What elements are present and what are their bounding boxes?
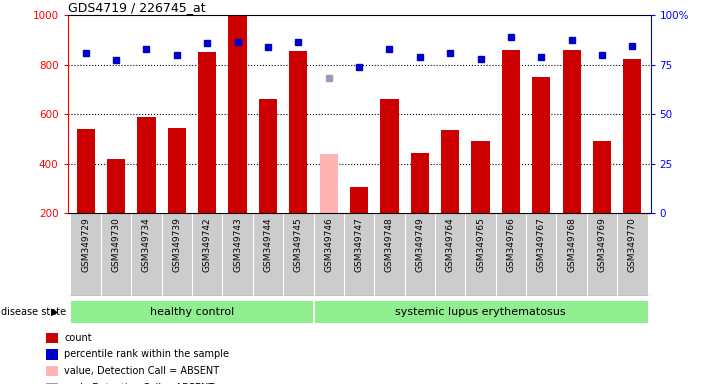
Text: GSM349749: GSM349749 [415, 217, 424, 272]
Text: ▶: ▶ [50, 307, 58, 317]
Bar [562, 50, 581, 213]
Text: rank, Detection Call = ABSENT: rank, Detection Call = ABSENT [64, 383, 214, 384]
Bar [46, 383, 58, 384]
Bar [259, 99, 277, 213]
Bar [228, 15, 247, 213]
Bar [314, 301, 648, 323]
Text: GSM349767: GSM349767 [537, 217, 546, 272]
Text: GSM349770: GSM349770 [628, 217, 637, 272]
Text: GSM349764: GSM349764 [446, 217, 454, 272]
Text: GSM349769: GSM349769 [597, 217, 606, 272]
Bar [46, 366, 58, 376]
Text: GDS4719 / 226745_at: GDS4719 / 226745_at [68, 1, 205, 14]
Bar [319, 154, 338, 213]
Text: GSM349745: GSM349745 [294, 217, 303, 272]
Text: GSM349747: GSM349747 [355, 217, 363, 272]
Bar [70, 301, 314, 323]
Text: GSM349744: GSM349744 [264, 217, 272, 272]
Text: GSM349734: GSM349734 [142, 217, 151, 272]
Text: value, Detection Call = ABSENT: value, Detection Call = ABSENT [64, 366, 219, 376]
Bar [168, 128, 186, 213]
Text: GSM349746: GSM349746 [324, 217, 333, 272]
Bar [441, 130, 459, 213]
Text: GSM349768: GSM349768 [567, 217, 576, 272]
Bar [107, 159, 125, 213]
Bar [624, 59, 641, 213]
Bar [46, 333, 58, 343]
Bar [46, 349, 58, 359]
Text: GSM349743: GSM349743 [233, 217, 242, 272]
Bar [198, 53, 216, 213]
Bar [137, 117, 156, 213]
Bar [380, 99, 399, 213]
Text: GSM349739: GSM349739 [172, 217, 181, 272]
Bar [502, 50, 520, 213]
Text: GSM349766: GSM349766 [506, 217, 515, 272]
Text: GSM349742: GSM349742 [203, 217, 212, 272]
Bar [411, 152, 429, 213]
Text: disease state: disease state [1, 307, 66, 317]
Text: healthy control: healthy control [150, 306, 234, 316]
Bar [593, 141, 611, 213]
Text: GSM349729: GSM349729 [81, 217, 90, 272]
Text: GSM349765: GSM349765 [476, 217, 485, 272]
Bar [289, 51, 307, 213]
Text: count: count [64, 333, 92, 343]
Bar [77, 129, 95, 213]
Text: GSM349748: GSM349748 [385, 217, 394, 272]
Text: percentile rank within the sample: percentile rank within the sample [64, 349, 229, 359]
Bar [471, 141, 490, 213]
Text: systemic lupus erythematosus: systemic lupus erythematosus [395, 306, 566, 316]
Bar [350, 187, 368, 213]
Text: GSM349730: GSM349730 [112, 217, 121, 272]
Bar [532, 77, 550, 213]
